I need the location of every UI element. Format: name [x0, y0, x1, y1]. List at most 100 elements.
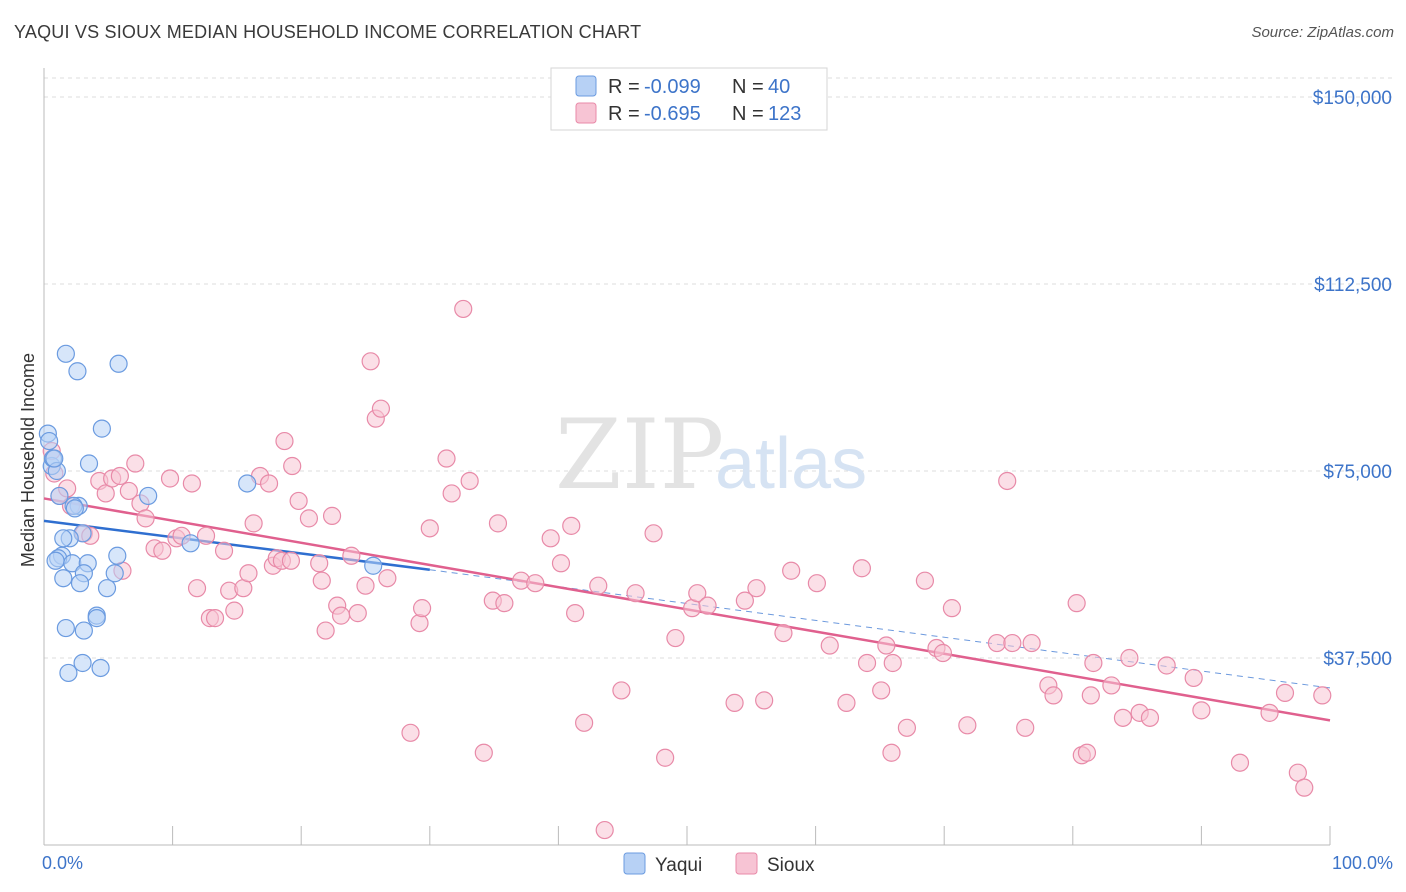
- sioux-point: [187, 579, 207, 598]
- yaqui-points: [38, 344, 383, 683]
- sioux-point: [1288, 763, 1307, 782]
- sioux-point: [882, 743, 901, 762]
- sioux-point: [214, 541, 234, 560]
- legend-sioux-r-label: R =: [608, 103, 640, 125]
- legend-sioux-n-label: N =: [732, 103, 764, 125]
- sioux-point: [244, 514, 263, 533]
- yaqui-point: [50, 486, 69, 506]
- yaqui-point: [73, 653, 92, 673]
- sioux-point: [575, 713, 594, 732]
- sioux-point: [1044, 686, 1063, 705]
- sioux-point: [239, 564, 258, 583]
- yaqui-point: [59, 663, 78, 683]
- x-tick-labels: 0.0% 100.0%: [42, 853, 1393, 873]
- sioux-point: [998, 471, 1017, 491]
- sioux-point: [281, 551, 301, 570]
- sioux-point: [378, 569, 397, 588]
- axes: [43, 68, 1331, 846]
- yaqui-point: [70, 574, 90, 593]
- y-axis-label: Median Household Income: [18, 353, 38, 567]
- bottom-legend-yaqui-swatch: [623, 852, 646, 875]
- yaqui-point: [105, 564, 124, 583]
- source-note: Source: ZipAtlas.com: [1251, 24, 1394, 41]
- watermark-zip: ZIP: [555, 399, 724, 511]
- chart-title: YAQUI VS SIOUX MEDIAN HOUSEHOLD INCOME C…: [14, 22, 642, 42]
- legend-yaqui-r-label: R =: [608, 76, 640, 98]
- sioux-point: [437, 449, 456, 468]
- yaqui-point: [46, 551, 65, 570]
- sioux-point: [1295, 778, 1314, 797]
- sioux-point: [182, 474, 201, 493]
- sioux-point: [488, 514, 508, 533]
- sioux-points: [42, 299, 1332, 840]
- sioux-point: [656, 748, 675, 767]
- sioux-point: [877, 636, 896, 655]
- yaqui-point: [79, 454, 99, 473]
- sioux-point: [666, 628, 685, 648]
- bottom-legend-yaqui-label: Yaqui: [655, 855, 702, 876]
- sioux-point: [857, 653, 877, 673]
- sioux-point: [1077, 743, 1097, 762]
- sioux-point: [460, 471, 479, 491]
- sioux-point: [1275, 683, 1295, 703]
- sioux-point: [897, 718, 917, 737]
- sioux-point: [356, 576, 375, 595]
- sioux-point: [322, 506, 342, 525]
- sioux-point: [626, 584, 645, 603]
- sioux-point: [410, 613, 429, 633]
- sioux-point: [283, 456, 302, 476]
- sioux-point: [126, 454, 145, 473]
- yaqui-point: [91, 658, 110, 678]
- watermark-atlas: atlas: [715, 424, 867, 504]
- sioux-point: [595, 820, 614, 840]
- sioux-point: [412, 599, 432, 618]
- sioux-point: [807, 574, 826, 593]
- sioux-point: [1184, 668, 1203, 688]
- sioux-point: [915, 571, 935, 590]
- bottom-legend-sioux-swatch: [735, 852, 758, 875]
- yaqui-point: [97, 579, 117, 598]
- yaqui-point: [56, 344, 75, 363]
- yaqui-point: [56, 618, 75, 638]
- sioux-point: [96, 484, 115, 503]
- sioux-point: [589, 576, 608, 595]
- sioux-point: [401, 723, 420, 742]
- sioux-point: [136, 509, 155, 528]
- sioux-point: [205, 609, 225, 628]
- sioux-point: [883, 653, 902, 673]
- sioux-point: [312, 571, 331, 590]
- sioux-point: [331, 606, 351, 625]
- sioux-point: [526, 574, 545, 593]
- yaqui-point: [364, 556, 383, 575]
- sioux-point: [820, 636, 839, 655]
- sioux-point: [566, 604, 585, 623]
- sioux-point: [310, 554, 329, 573]
- legend-sioux-swatch: [575, 102, 597, 124]
- sioux-point: [942, 599, 962, 618]
- sioux-point: [725, 693, 744, 712]
- legend-yaqui-n-label: N =: [732, 76, 764, 98]
- y-tick-label: $112,500: [1314, 275, 1392, 296]
- yaqui-point: [40, 431, 59, 451]
- bottom-legend-sioux-label: Sioux: [767, 855, 815, 876]
- sioux-point: [1022, 633, 1041, 653]
- sioux-point: [987, 633, 1007, 653]
- correlation-legend: R = -0.099 N = 40 R = -0.695 N = 123: [550, 67, 828, 131]
- sioux-point: [196, 526, 216, 545]
- sioux-point: [420, 519, 439, 538]
- sioux-point: [1016, 718, 1035, 737]
- sioux-point: [735, 591, 754, 610]
- yaqui-point: [109, 354, 128, 373]
- sioux-point: [612, 681, 631, 700]
- sioux-point: [474, 743, 493, 762]
- sioux-point: [1003, 633, 1022, 653]
- watermark: ZIP atlas: [555, 399, 867, 511]
- sioux-point: [562, 516, 581, 535]
- sioux-point: [119, 481, 138, 501]
- sioux-point: [1313, 686, 1332, 705]
- sioux-point: [852, 559, 871, 578]
- sioux-point: [316, 621, 335, 640]
- y-tick-label: $150,000: [1313, 88, 1392, 109]
- x-tick-label-max: 100.0%: [1332, 853, 1393, 873]
- legend-yaqui-n-value: 40: [768, 76, 790, 98]
